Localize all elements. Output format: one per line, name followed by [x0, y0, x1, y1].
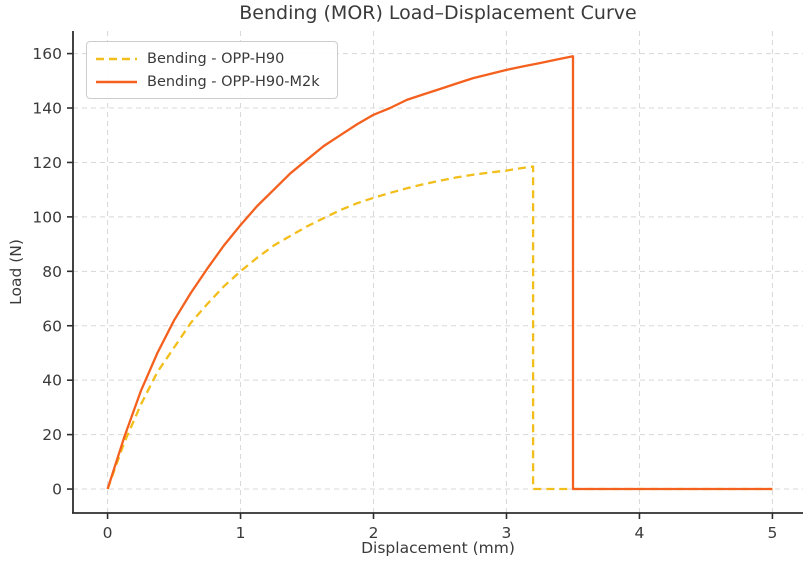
legend: Bending - OPP-H90 Bending - OPP-H90-M2k — [86, 41, 338, 99]
y-tick-label: 80 — [42, 263, 62, 281]
y-tick-label: 120 — [32, 154, 62, 172]
y-tick-label: 0 — [52, 481, 62, 499]
x-tick-label: 0 — [103, 524, 113, 542]
y-tick-label: 140 — [32, 100, 62, 118]
x-axis-label: Displacement (mm) — [361, 539, 515, 557]
x-tick-label: 1 — [236, 524, 246, 542]
y-tick-label: 60 — [42, 317, 62, 335]
legend-item-opp-h90-m2k: Bending - OPP-H90-M2k — [96, 70, 327, 93]
legend-item-opp-h90: Bending - OPP-H90 — [96, 47, 327, 70]
legend-label: Bending - OPP-H90-M2k — [147, 73, 320, 90]
y-tick-label: 20 — [42, 426, 62, 444]
y-tick-label: 100 — [32, 208, 62, 226]
x-tick-label: 5 — [767, 524, 777, 542]
series-line-bending-opp-h90-m2k — [106, 55, 773, 491]
y-tick-label: 160 — [32, 45, 62, 63]
x-tick-label: 4 — [635, 524, 645, 542]
chart-title: Bending (MOR) Load–Displacement Curve — [239, 2, 637, 24]
x-tick-label: 2 — [369, 524, 379, 542]
x-tick-label: 3 — [502, 524, 512, 542]
y-tick-label: 40 — [42, 372, 62, 390]
legend-line-swatch-solid-icon — [96, 80, 137, 83]
y-axis-label: Load (N) — [7, 239, 25, 305]
legend-label: Bending - OPP-H90 — [147, 50, 285, 67]
series-line-bending-opp-h90 — [106, 165, 773, 491]
legend-line-swatch-dashed-icon — [96, 57, 137, 60]
